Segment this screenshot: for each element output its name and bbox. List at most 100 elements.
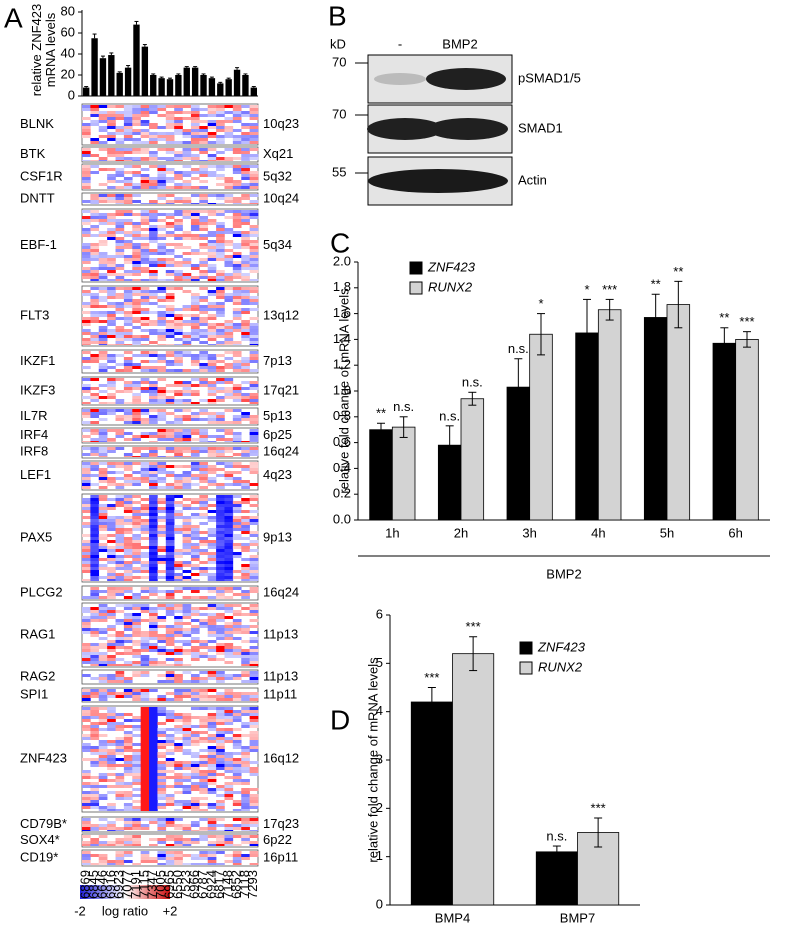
- heatmap-cell: [216, 160, 225, 161]
- heatmap-cell: [116, 692, 125, 695]
- heatmap-cell: [132, 567, 141, 570]
- heatmap-cell: [191, 731, 200, 734]
- heatmap-cell: [208, 782, 217, 785]
- y-tick-label: 60: [61, 24, 75, 39]
- y-tick-label: 6: [376, 606, 383, 621]
- heatmap-cell: [141, 302, 150, 305]
- heatmap-cell: [183, 561, 192, 564]
- heatmap-cell: [149, 213, 158, 216]
- heatmap-cell: [199, 498, 208, 501]
- heatmap-cell: [132, 418, 141, 421]
- heatmap-cell: [107, 525, 116, 528]
- heatmap-cell: [224, 396, 233, 399]
- heatmap-cell: [82, 462, 91, 465]
- heatmap-cell: [241, 564, 250, 567]
- heatmap-cell: [124, 351, 133, 354]
- heatmap-cell: [157, 180, 166, 183]
- heatmap-cell: [233, 827, 242, 830]
- heatmap-cell: [191, 108, 200, 111]
- heatmap-cell: [216, 174, 225, 177]
- heatmap-cell: [208, 761, 217, 764]
- heatmap-cell: [208, 441, 217, 442]
- heatmap-cell: [124, 409, 133, 412]
- heatmap-cell: [116, 222, 125, 225]
- heatmap-cell: [166, 308, 175, 311]
- heatmap-cell: [124, 279, 133, 281]
- locus-label: 16q24: [263, 584, 299, 599]
- heatmap-cell: [250, 749, 259, 752]
- heatmap-cell: [90, 728, 99, 731]
- heatmap-cell: [141, 246, 150, 249]
- heatmap-cell: [183, 728, 192, 731]
- heatmap-cell: [82, 719, 91, 722]
- heatmap-cell: [82, 210, 91, 213]
- heatmap-cell: [233, 105, 242, 108]
- heatmap-cell: [199, 531, 208, 534]
- heatmap-cell: [183, 276, 192, 279]
- heatmap-cell: [174, 287, 183, 290]
- heatmap-cell: [132, 776, 141, 779]
- heatmap-cell: [199, 168, 208, 171]
- heatmap-cell: [224, 344, 233, 345]
- heatmap-cell: [107, 674, 116, 677]
- heatmap-cell: [183, 351, 192, 354]
- heatmap-cell: [174, 329, 183, 332]
- heatmap-cell: [233, 293, 242, 296]
- heatmap-cell: [224, 477, 233, 480]
- heatmap-cell: [141, 421, 150, 424]
- heatmap-cell: [82, 860, 91, 863]
- heatmap-cell: [224, 567, 233, 570]
- heatmap-cell: [224, 692, 233, 695]
- heatmap-cell: [90, 387, 99, 390]
- heatmap-cell: [99, 354, 108, 357]
- heatmap-cell: [233, 649, 242, 652]
- heatmap-cell: [141, 498, 150, 501]
- heatmap-cell: [107, 378, 116, 381]
- heatmap-cell: [107, 335, 116, 338]
- heatmap-cell: [90, 628, 99, 631]
- heatmap-cell: [233, 677, 242, 680]
- heatmap-cell: [241, 335, 250, 338]
- heatmap-cell: [241, 558, 250, 561]
- heatmap-cell: [199, 409, 208, 412]
- heatmap-cell: [157, 305, 166, 308]
- heatmap-cell: [233, 779, 242, 782]
- heatmap-cell: [90, 587, 99, 590]
- heatmap-cell: [116, 593, 125, 596]
- heatmap-cell: [224, 655, 233, 658]
- y-tick-label: 0: [376, 896, 383, 911]
- heatmap-cell: [208, 587, 217, 590]
- heatmap-cell: [250, 421, 259, 424]
- heatmap-cell: [233, 646, 242, 649]
- heatmap-cell: [157, 590, 166, 593]
- heatmap-cell: [174, 719, 183, 722]
- heatmap-cell: [157, 743, 166, 746]
- heatmap-cell: [216, 177, 225, 180]
- heatmap-cell: [99, 504, 108, 507]
- heatmap-cell: [224, 528, 233, 531]
- heatmap-cell: [208, 788, 217, 791]
- heatmap-cell: [157, 652, 166, 655]
- heatmap-cell: [250, 540, 259, 543]
- heatmap-cell: [124, 210, 133, 213]
- heatmap-cell: [250, 734, 259, 737]
- heatmap-cell: [174, 549, 183, 552]
- heatmap-cell: [174, 117, 183, 120]
- heatmap-cell: [191, 590, 200, 593]
- heatmap-cell: [107, 749, 116, 752]
- heatmap-cell: [116, 477, 125, 480]
- heatmap-cell: [233, 186, 242, 189]
- heatmap-cell: [124, 338, 133, 341]
- heatmap-cell: [191, 841, 200, 844]
- heatmap-cell: [199, 646, 208, 649]
- heatmap-cell: [141, 510, 150, 513]
- heatmap-cell: [90, 788, 99, 791]
- heatmap-cell: [174, 279, 183, 281]
- heatmap-cell: [250, 773, 259, 776]
- heatmap-cell: [224, 329, 233, 332]
- heatmap-cell: [82, 338, 91, 341]
- heatmap-cell: [241, 135, 250, 138]
- heatmap-cell: [90, 785, 99, 788]
- heatmap-cell: [107, 827, 116, 830]
- heatmap-cell: [174, 573, 183, 576]
